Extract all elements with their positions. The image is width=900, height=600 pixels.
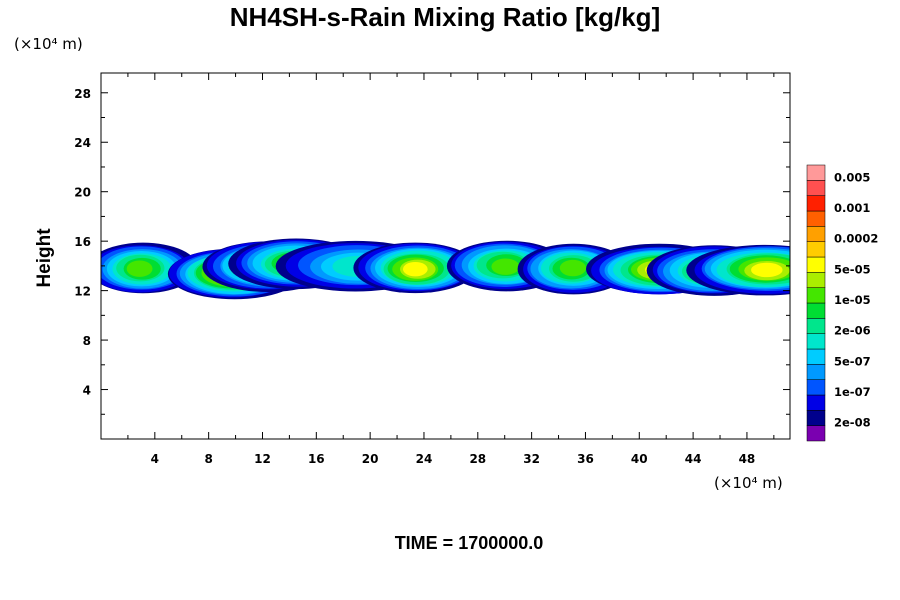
x-tick-label: 48 xyxy=(739,452,756,466)
y-axis-label: Height xyxy=(34,228,55,288)
x-tick-label: 32 xyxy=(523,452,540,466)
legend-swatch xyxy=(806,333,826,350)
field-contour xyxy=(559,259,587,277)
legend-swatch xyxy=(806,210,826,227)
x-tick-label: 28 xyxy=(469,452,486,466)
legend-swatch xyxy=(806,195,826,212)
legend-swatch xyxy=(806,394,826,411)
legend-swatch xyxy=(806,410,826,426)
x-tick-label: 12 xyxy=(254,452,271,466)
y-tick-label: 16 xyxy=(74,235,91,249)
legend-swatch xyxy=(806,272,826,288)
y-tick-label: 20 xyxy=(74,186,91,200)
legend-swatch xyxy=(806,241,826,258)
plot-frame xyxy=(100,72,791,440)
legend-level-label: 0.005 xyxy=(834,170,870,184)
legend-swatch xyxy=(806,364,826,380)
x-tick-label: 4 xyxy=(151,452,159,466)
legend-level-label: 0.0002 xyxy=(834,232,878,246)
legend-level-label: 2e-08 xyxy=(834,416,871,430)
field-contour xyxy=(491,258,520,275)
y-tick-label: 24 xyxy=(74,136,91,150)
legend-level-label: 0.001 xyxy=(834,201,870,215)
legend-swatch xyxy=(806,425,826,442)
legend-swatch xyxy=(806,302,826,319)
legend-swatch xyxy=(806,180,826,196)
x-tick-label: 40 xyxy=(631,452,648,466)
legend-swatch xyxy=(806,287,826,304)
y-tick-label: 8 xyxy=(83,334,91,348)
legend-swatch xyxy=(806,164,826,181)
time-label: TIME = 1700000.0 xyxy=(395,533,544,553)
legend-swatch xyxy=(806,226,826,242)
chart-title: NH4SH-s-Rain Mixing Ratio [kg/kg] xyxy=(230,2,660,32)
x-tick-label: 44 xyxy=(685,452,702,466)
legend-level-label: 5e-05 xyxy=(834,262,871,276)
y-tick-label: 28 xyxy=(74,87,91,101)
field-contour xyxy=(402,261,428,277)
legend-level-label: 5e-07 xyxy=(834,354,871,368)
y-tick-label: 12 xyxy=(74,285,91,299)
x-tick-label: 24 xyxy=(416,452,433,466)
x-unit-label: (×10⁴ m) xyxy=(714,474,783,492)
legend-level-label: 1e-07 xyxy=(834,385,871,399)
y-unit-label: (×10⁴ m) xyxy=(14,35,83,53)
x-tick-label: 36 xyxy=(577,452,594,466)
color-legend: 2e-08 1e-07 5e-07 2e-06 1e-05 5e-05 0.0002 0.00… xyxy=(806,164,878,442)
legend-swatch xyxy=(806,318,826,334)
field-contour xyxy=(126,260,153,277)
legend-level-label: 1e-05 xyxy=(834,293,871,307)
x-tick-label: 16 xyxy=(308,452,325,466)
x-tick-label: 20 xyxy=(362,452,379,466)
legend-swatch xyxy=(806,379,826,396)
mixing-ratio-field xyxy=(101,238,790,300)
legend-swatch xyxy=(806,348,826,365)
legend-swatch xyxy=(806,256,826,273)
y-tick-label: 4 xyxy=(83,384,91,398)
legend-level-label: 2e-06 xyxy=(834,324,871,338)
x-tick-label: 8 xyxy=(204,452,212,466)
field-contour xyxy=(751,262,783,278)
